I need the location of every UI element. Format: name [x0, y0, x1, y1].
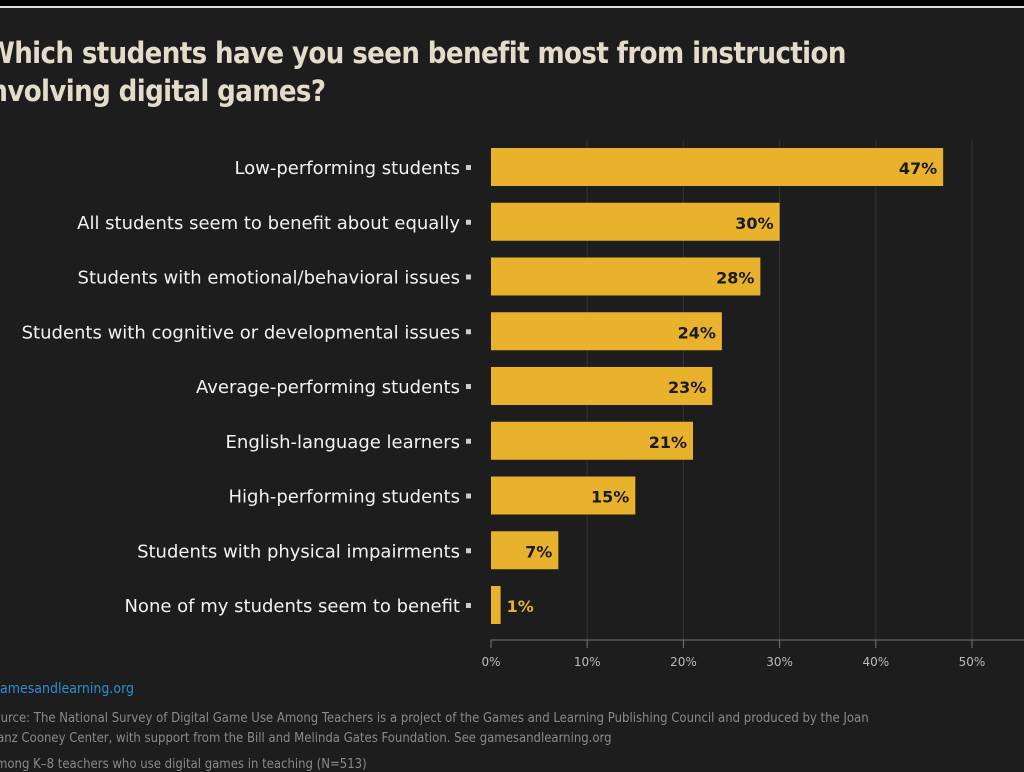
category-marker — [466, 165, 471, 170]
bar — [491, 586, 501, 624]
x-tick-label: 0% — [481, 655, 500, 669]
x-tick-label: 40% — [862, 655, 889, 669]
data-label: 24% — [678, 323, 716, 342]
data-label: 47% — [899, 159, 937, 178]
category-label: English-language learners — [226, 432, 460, 453]
bar — [491, 312, 722, 351]
bar — [491, 421, 694, 460]
category-label: High-performing students — [229, 487, 460, 508]
chart-title: Which students have you seen benefit mos… — [0, 34, 846, 110]
category-marker — [466, 329, 471, 335]
x-tick-label: 20% — [670, 655, 697, 669]
data-label: 7% — [525, 542, 552, 561]
source-line-1: Source: The National Survey of Digital G… — [0, 711, 869, 726]
footer-link[interactable]: gamesandlearning.org — [0, 681, 134, 697]
category-marker — [466, 438, 471, 444]
bar — [491, 202, 780, 241]
category-marker — [466, 219, 471, 225]
bar — [491, 367, 713, 405]
category-label: Students with physical impairments — [137, 541, 460, 562]
category-marker — [466, 548, 471, 554]
category-label: Students with cognitive or developmental… — [22, 322, 460, 343]
category-marker — [466, 384, 471, 389]
category-label: All students seem to benefit about equal… — [77, 213, 460, 234]
source-line-2: Ganz Cooney Center, with support from th… — [0, 731, 612, 746]
category-marker — [466, 603, 471, 608]
bar — [491, 531, 559, 570]
bar — [491, 257, 761, 296]
data-label: 30% — [735, 214, 773, 233]
x-tick-label: 30% — [766, 655, 793, 669]
data-label: 15% — [591, 488, 629, 507]
category-label: Students with emotional/behavioral issue… — [78, 268, 460, 289]
top-border — [0, 0, 1024, 8]
bar — [491, 148, 944, 186]
data-label: 28% — [716, 269, 754, 288]
category-label: None of my students seem to benefit — [124, 596, 460, 617]
title-line-2: involving digital games? — [0, 74, 326, 108]
title-line-1: Which students have you seen benefit mos… — [0, 36, 846, 70]
data-label: 23% — [668, 378, 706, 397]
data-label: 21% — [649, 433, 687, 452]
x-tick-label: 50% — [959, 655, 986, 669]
x-tick-label: 10% — [574, 655, 601, 669]
category-marker — [466, 274, 471, 280]
footer-note: Among K–8 teachers who use digital games… — [0, 757, 367, 772]
category-label: Low-performing students — [234, 158, 460, 179]
bar — [491, 476, 636, 515]
category-marker — [466, 493, 471, 499]
data-label: 1% — [507, 597, 534, 616]
category-label: Average-performing students — [196, 377, 460, 398]
